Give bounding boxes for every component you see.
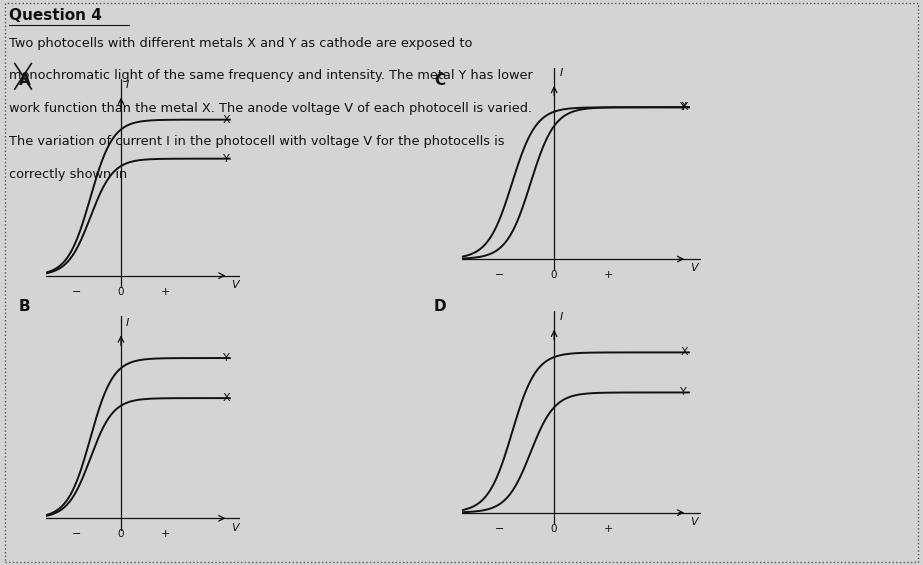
- Text: monochromatic light of the same frequency and intensity. The metal Y has lower: monochromatic light of the same frequenc…: [9, 69, 533, 82]
- Text: Y: Y: [680, 388, 688, 397]
- Text: Y: Y: [223, 353, 230, 363]
- Text: X: X: [223, 393, 231, 403]
- Text: correctly shown in: correctly shown in: [9, 168, 127, 181]
- Text: +: +: [161, 286, 170, 297]
- Text: work function than the metal X. The anode voltage V of each photocell is varied.: work function than the metal X. The anod…: [9, 102, 533, 115]
- Text: The variation of current I in the photocell with voltage V for the photocells is: The variation of current I in the photoc…: [9, 135, 505, 148]
- Text: X: X: [680, 347, 688, 358]
- Text: −: −: [72, 529, 81, 540]
- Text: V: V: [690, 517, 698, 527]
- Text: −: −: [495, 524, 504, 534]
- Text: +: +: [161, 529, 170, 540]
- Text: I: I: [126, 80, 129, 90]
- Text: V: V: [231, 280, 239, 290]
- Text: Two photocells with different metals X and Y as cathode are exposed to: Two photocells with different metals X a…: [9, 37, 473, 50]
- Text: +: +: [605, 270, 614, 280]
- Text: 0: 0: [118, 529, 125, 540]
- Text: A: A: [18, 73, 30, 89]
- Text: −: −: [72, 286, 81, 297]
- Text: I: I: [126, 318, 129, 328]
- Text: D: D: [434, 299, 447, 315]
- Text: X: X: [680, 102, 688, 112]
- Text: 0: 0: [118, 286, 125, 297]
- Text: Y: Y: [680, 102, 688, 112]
- Text: B: B: [18, 299, 30, 315]
- Text: V: V: [690, 263, 698, 273]
- Text: +: +: [605, 524, 614, 534]
- Text: C: C: [434, 73, 445, 89]
- Text: 0: 0: [551, 524, 557, 534]
- Text: −: −: [495, 270, 504, 280]
- Text: V: V: [231, 523, 239, 533]
- Text: Question 4: Question 4: [9, 8, 102, 24]
- Text: 0: 0: [551, 270, 557, 280]
- Text: I: I: [560, 68, 563, 79]
- Text: Y: Y: [223, 154, 230, 164]
- Text: X: X: [223, 115, 231, 125]
- Text: I: I: [560, 312, 563, 322]
